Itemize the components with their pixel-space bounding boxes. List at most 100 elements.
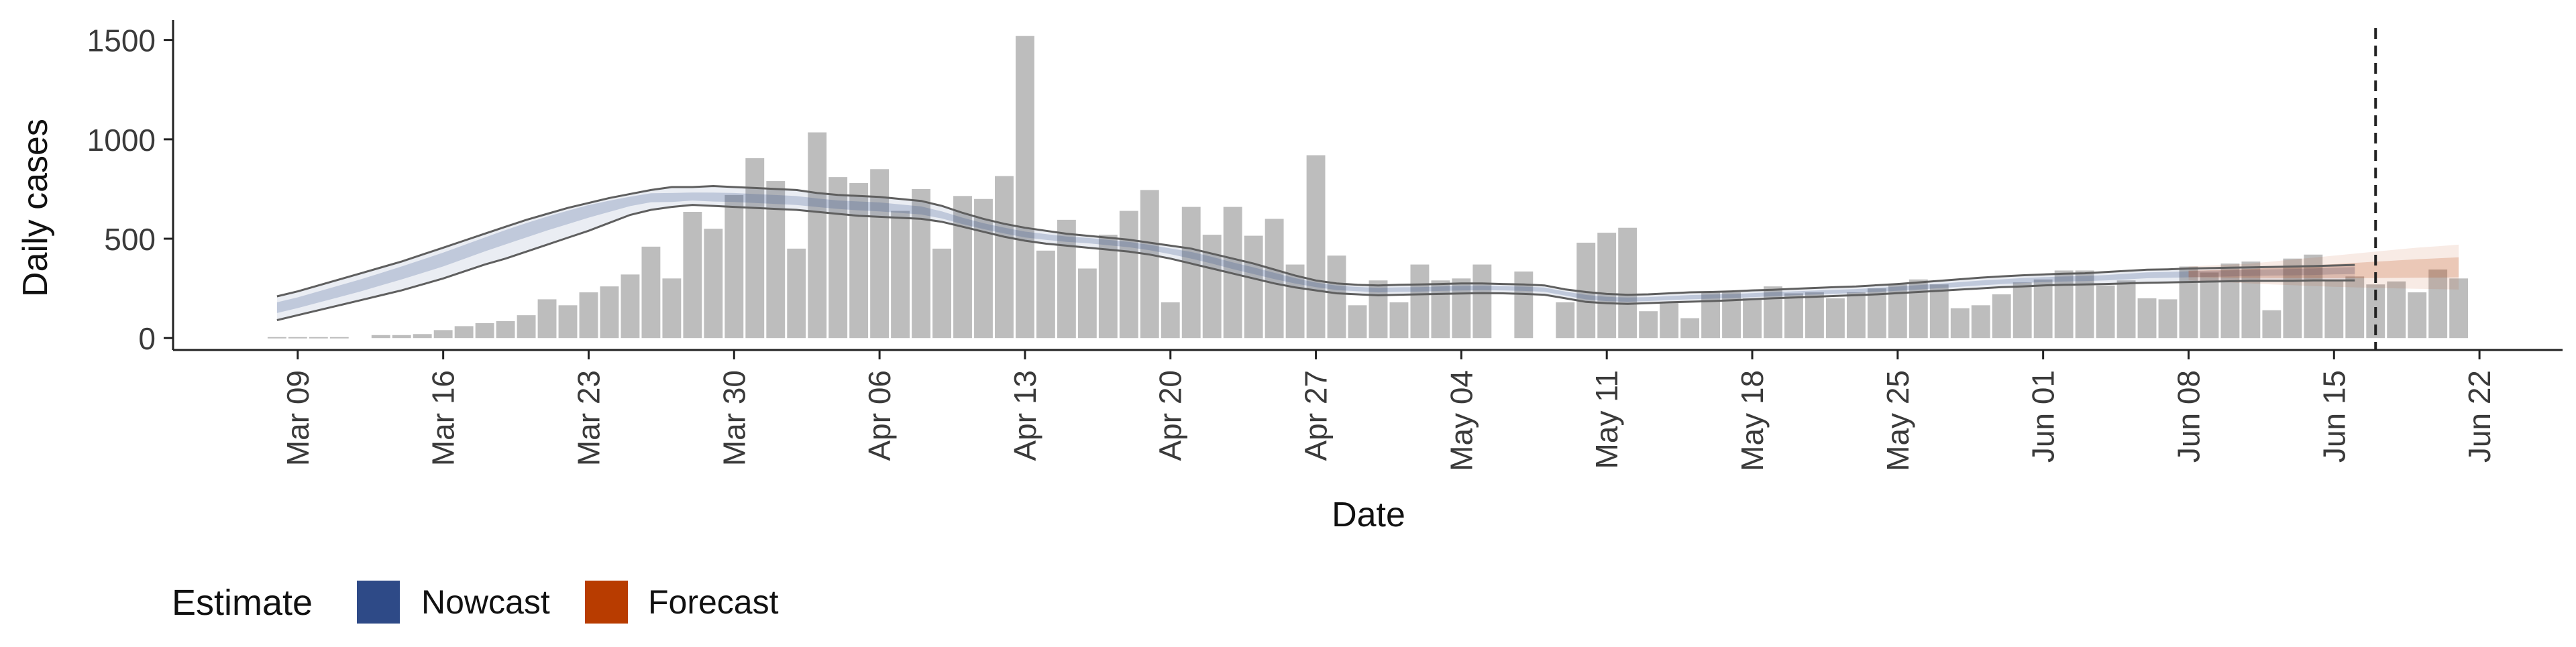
bar (641, 246, 661, 339)
bar (1306, 155, 1326, 339)
bar (1327, 255, 1346, 339)
bar (2054, 270, 2074, 339)
y-tick-label: 1500 (87, 23, 156, 58)
bar (1846, 292, 1866, 339)
legend-key-nowcast (357, 581, 400, 624)
bar (953, 196, 972, 339)
bar (1098, 235, 1118, 339)
bar (932, 248, 951, 339)
bar (766, 181, 786, 339)
y-axis-ticks: 0 500 1000 1500 (87, 23, 173, 356)
bar (1015, 36, 1034, 339)
bar (1181, 207, 1201, 339)
bar (1764, 286, 1782, 339)
bar (912, 188, 930, 339)
bar (2116, 280, 2136, 339)
bar (2096, 285, 2115, 339)
x-tick-label: May 11 (1589, 370, 1624, 469)
bar (433, 330, 453, 339)
forecast-outer-band (2188, 244, 2459, 290)
bar (1950, 308, 1970, 339)
bar (2283, 258, 2302, 339)
bar (849, 183, 869, 339)
bar (2324, 280, 2344, 339)
bar (1618, 227, 1638, 339)
bar (1784, 293, 1803, 339)
x-tick-label: May 18 (1735, 370, 1770, 471)
x-axis-ticks: Mar 09 Mar 16 Mar 23 Mar 30 Apr 06 Apr 13 Apr … (280, 350, 2497, 471)
bar (1867, 288, 1886, 339)
bar (1368, 280, 1388, 339)
x-tick-label: Mar 09 (280, 370, 315, 466)
bar-series (267, 36, 2469, 339)
bar (2262, 310, 2282, 339)
legend-title: Estimate (172, 583, 313, 623)
x-tick-label: Jun 15 (2316, 370, 2351, 463)
bar (371, 335, 390, 339)
bar (2449, 278, 2469, 339)
bar (1140, 190, 1159, 339)
bar (2012, 282, 2032, 339)
bar (288, 337, 307, 339)
bar (1660, 302, 1679, 339)
x-tick-label: May 25 (1880, 370, 1915, 471)
bar (537, 299, 557, 339)
forecast-inner-band (2188, 257, 2459, 278)
bar (1472, 264, 1492, 339)
bar (1389, 302, 1409, 339)
bar (517, 315, 536, 339)
bar (1929, 284, 1949, 339)
bar (662, 278, 682, 339)
x-axis-title: Date (1332, 495, 1405, 534)
bar (2345, 276, 2365, 339)
y-tick-label: 1000 (87, 123, 156, 158)
bar (2179, 266, 2198, 339)
legend-label-nowcast: Nowcast (421, 583, 550, 621)
bar (870, 169, 890, 339)
bar (621, 274, 640, 339)
bar (1057, 219, 1076, 339)
bar (828, 177, 848, 339)
bar (1077, 268, 1097, 339)
bar (1202, 235, 1222, 339)
bar (1971, 305, 1990, 339)
bar (2304, 254, 2323, 339)
x-tick-label: Jun 01 (2026, 370, 2061, 463)
bar (2033, 279, 2053, 339)
nowcast-lower-bound-line (276, 204, 2355, 321)
x-tick-label: Jun 08 (2171, 370, 2206, 463)
bar (267, 337, 286, 339)
x-tick-label: Apr 13 (1008, 370, 1042, 461)
bar (600, 286, 619, 339)
bar (1805, 292, 1824, 339)
bar (2075, 270, 2094, 339)
y-tick-label: 0 (138, 321, 156, 356)
bar (475, 322, 494, 339)
bar (579, 292, 598, 339)
axes (172, 20, 2563, 351)
bar (1431, 280, 1450, 339)
legend: Estimate Nowcast Forecast (172, 581, 779, 624)
bar (1556, 302, 1575, 339)
bar (413, 334, 432, 339)
x-tick-label: Jun 22 (2462, 370, 2497, 463)
bar (1244, 235, 1263, 339)
bar (1410, 264, 1430, 339)
x-tick-label: Mar 30 (716, 370, 751, 466)
bar (1161, 302, 1180, 339)
bar (745, 158, 765, 339)
bar (2137, 298, 2157, 339)
x-tick-label: Apr 06 (862, 370, 897, 461)
bar (2158, 299, 2178, 339)
x-tick-label: Mar 23 (572, 370, 606, 466)
bar (309, 337, 328, 339)
legend-key-forecast (585, 581, 628, 624)
bar (2241, 261, 2261, 339)
bar (329, 337, 349, 339)
bar (392, 335, 411, 339)
bar (1452, 278, 1471, 339)
legend-label-forecast: Forecast (648, 583, 779, 621)
bar (683, 212, 702, 339)
